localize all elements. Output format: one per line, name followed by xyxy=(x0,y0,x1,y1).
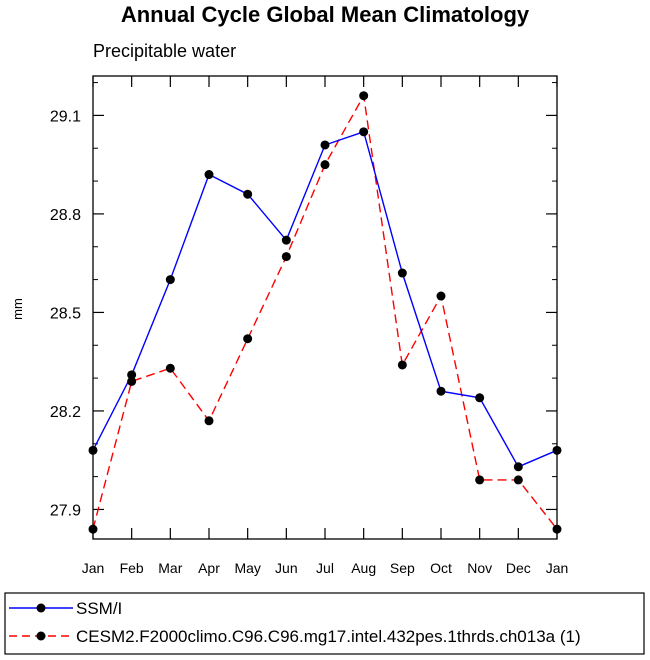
data-point-ssmi xyxy=(552,445,562,455)
data-point-cesm2 xyxy=(243,334,253,344)
data-point-cesm2 xyxy=(552,524,562,534)
legend-marker-cesm2 xyxy=(36,631,46,641)
data-point-cesm2 xyxy=(281,252,291,262)
y-axis-label: mm xyxy=(10,298,25,320)
y-tick-label: 28.5 xyxy=(50,305,81,322)
data-point-cesm2 xyxy=(204,416,214,426)
data-point-ssmi xyxy=(320,140,330,150)
data-point-ssmi xyxy=(88,445,98,455)
chart-subtitle: Precipitable water xyxy=(93,41,236,61)
data-point-cesm2 xyxy=(397,360,407,370)
data-point-ssmi xyxy=(127,370,137,380)
x-tick-label: Jul xyxy=(316,560,334,576)
x-tick-label: Dec xyxy=(506,560,531,576)
x-tick-label: Oct xyxy=(430,560,452,576)
legend-box xyxy=(4,592,645,655)
data-point-ssmi xyxy=(204,170,214,180)
data-point-ssmi xyxy=(475,393,485,403)
legend: SSM/I CESM2.F2000climo.C96.C96.mg17.inte… xyxy=(4,592,645,655)
x-tick-label: Feb xyxy=(120,560,144,576)
x-tick-label: Sep xyxy=(390,560,415,576)
x-tick-label: Mar xyxy=(158,560,182,576)
data-point-cesm2 xyxy=(127,376,137,386)
y-tick-label: 28.2 xyxy=(50,404,81,421)
data-point-cesm2 xyxy=(513,475,523,485)
data-point-ssmi xyxy=(397,268,407,278)
series-line-ssmi xyxy=(92,130,558,468)
data-point-ssmi xyxy=(436,386,446,396)
y-tick-label: 28.8 xyxy=(50,207,81,224)
x-tick-label: Aug xyxy=(351,560,376,576)
data-point-cesm2 xyxy=(359,91,369,101)
y-tick-label: 29.1 xyxy=(50,108,81,125)
data-point-cesm2 xyxy=(475,475,485,485)
legend-label-ssmi: SSM/I xyxy=(76,599,122,618)
chart-title: Annual Cycle Global Mean Climatology xyxy=(121,2,530,27)
data-point-ssmi xyxy=(281,235,291,245)
x-tick-label: Jan xyxy=(546,560,569,576)
data-point-cesm2 xyxy=(436,291,446,301)
data-point-ssmi xyxy=(243,189,253,199)
x-tick-label: Apr xyxy=(198,560,220,576)
data-point-cesm2 xyxy=(88,524,98,534)
data-point-ssmi xyxy=(513,462,523,472)
x-tick-label: Jan xyxy=(82,560,105,576)
data-point-cesm2 xyxy=(320,160,330,170)
legend-label-cesm2: CESM2.F2000climo.C96.C96.mg17.intel.432p… xyxy=(76,627,581,646)
x-tick-label: Nov xyxy=(467,560,492,576)
x-tick-label: May xyxy=(234,560,260,576)
legend-marker-ssmi xyxy=(36,603,46,613)
x-tick-label: Jun xyxy=(275,560,298,576)
data-point-cesm2 xyxy=(165,363,175,373)
plot-area: 27.9 28.2 28.5 28.8 29.1 Jan Feb Mar Apr May Jun Ju… xyxy=(50,75,569,576)
data-point-ssmi xyxy=(359,127,369,137)
data-point-ssmi xyxy=(165,275,175,285)
y-tick-label: 27.9 xyxy=(50,502,81,519)
